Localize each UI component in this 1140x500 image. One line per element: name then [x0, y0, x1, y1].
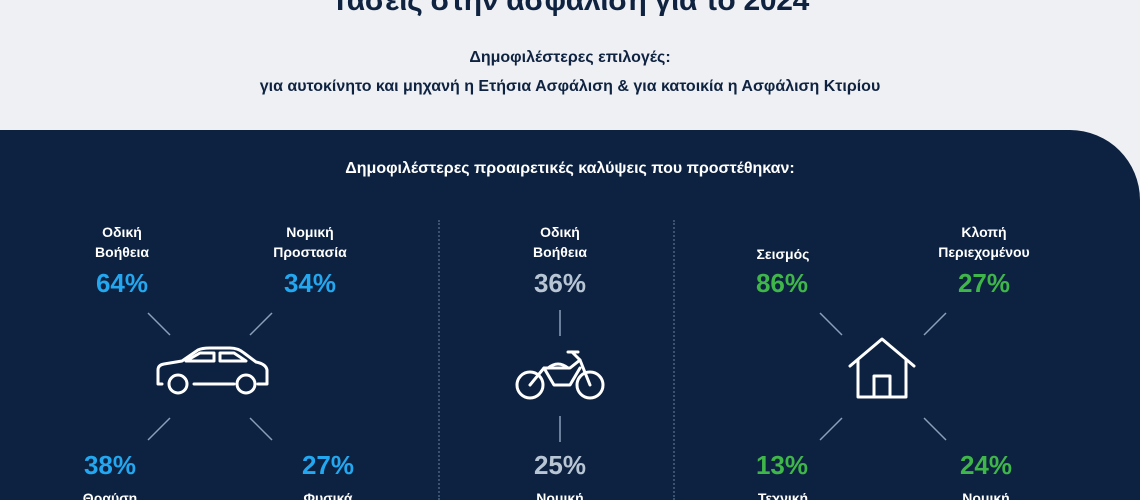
label-line: Οδική [102, 224, 142, 240]
home-technical-label: Τεχνική [757, 490, 809, 500]
car-legal-protection-value: 34% [283, 268, 337, 298]
house-icon [848, 337, 916, 399]
page-title: Τάσεις στην ασφάλιση για το 2024 [330, 0, 810, 17]
subtitle-text: για αυτοκίνητο και μηχανή η Ετήσια Ασφάλ… [259, 78, 881, 95]
label-line: Νομική [286, 224, 334, 240]
car-natural-disasters-label: Φυσικά [303, 490, 353, 500]
moto-legal-label: Νομική [536, 490, 584, 500]
panel-heading: Δημοφιλέστερες προαιρετικές καλύψεις που… [345, 160, 795, 177]
home-contents-theft-value: 27% [957, 268, 1011, 298]
home-contents-theft-label: Κλοπή Περιεχομένου [904, 222, 1064, 262]
moto-road-assistance-value: 36% [533, 268, 587, 298]
home-earthquake-value: 86% [755, 268, 809, 298]
car-legal-protection-label: Νομική Προστασία [230, 222, 390, 262]
car-icon [156, 346, 269, 395]
section-divider-right [673, 220, 675, 500]
moto-legal-value: 25% [533, 450, 587, 480]
coverage-panel [0, 130, 1140, 500]
home-earthquake-label: Σεισμός [756, 246, 810, 262]
label-line: Κλοπή [961, 224, 1007, 240]
car-natural-disasters-value: 27% [301, 450, 355, 480]
home-legal-label: Νομική [962, 490, 1010, 500]
label-line: Περιεχομένου [938, 244, 1030, 260]
motorcycle-icon [515, 350, 605, 400]
car-road-assistance-label: Οδική Βοήθεια [42, 222, 202, 262]
car-road-assistance-value: 64% [95, 268, 149, 298]
label-line: Βοήθεια [95, 244, 149, 260]
car-glass-breakage-value: 38% [83, 450, 137, 480]
home-technical-value: 13% [755, 450, 809, 480]
label-line: Οδική [540, 224, 580, 240]
header-section: Τάσεις στην ασφάλιση για το 2024 Δημοφιλ… [0, 0, 1140, 130]
label-line: Βοήθεια [533, 244, 587, 260]
car-glass-breakage-label: Θραύση [82, 490, 138, 500]
moto-road-assistance-label: Οδική Βοήθεια [480, 222, 640, 262]
section-divider-left [438, 220, 440, 500]
home-legal-value: 24% [959, 450, 1013, 480]
subtitle-heading: Δημοφιλέστερες επιλογές: [469, 49, 671, 66]
label-line: Προστασία [273, 244, 347, 260]
